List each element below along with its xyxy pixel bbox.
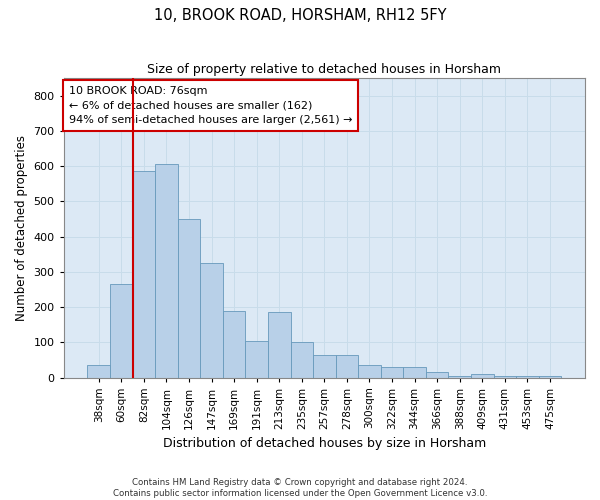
Y-axis label: Number of detached properties: Number of detached properties [15,135,28,321]
Bar [110,284,133,378]
Bar [200,263,223,378]
Bar [358,365,381,378]
Bar [268,312,290,378]
Text: Contains HM Land Registry data © Crown copyright and database right 2024.
Contai: Contains HM Land Registry data © Crown c… [113,478,487,498]
Bar [494,376,516,378]
Bar [155,164,178,378]
X-axis label: Distribution of detached houses by size in Horsham: Distribution of detached houses by size … [163,437,486,450]
Text: 10, BROOK ROAD, HORSHAM, RH12 5FY: 10, BROOK ROAD, HORSHAM, RH12 5FY [154,8,446,22]
Bar [178,219,200,378]
Bar [88,365,110,378]
Text: 10 BROOK ROAD: 76sqm
← 6% of detached houses are smaller (162)
94% of semi-detac: 10 BROOK ROAD: 76sqm ← 6% of detached ho… [69,86,352,125]
Bar [290,342,313,378]
Bar [426,372,448,378]
Bar [448,376,471,378]
Bar [313,354,335,378]
Bar [133,172,155,378]
Bar [539,376,562,378]
Bar [381,367,403,378]
Bar [245,340,268,378]
Bar [335,354,358,378]
Bar [516,376,539,378]
Bar [223,310,245,378]
Bar [403,367,426,378]
Bar [471,374,494,378]
Title: Size of property relative to detached houses in Horsham: Size of property relative to detached ho… [148,62,502,76]
